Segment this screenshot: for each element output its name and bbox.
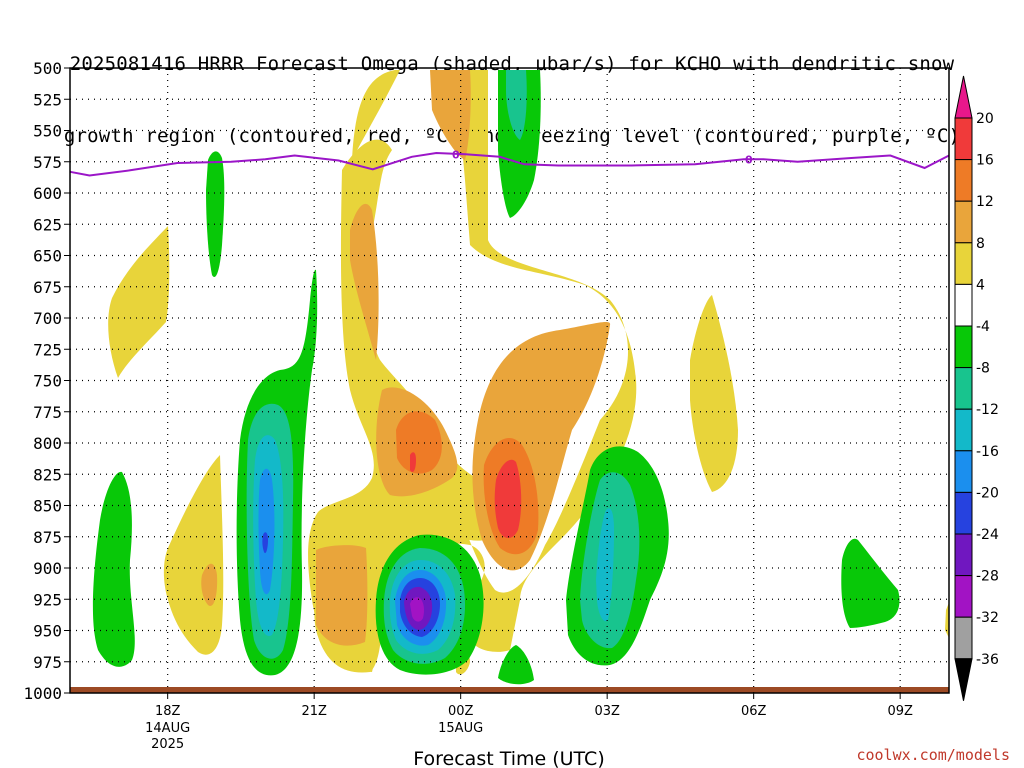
colorbar-bin bbox=[954, 200, 973, 244]
y-tick-label: 575 bbox=[33, 153, 62, 172]
x-tick-label: 21Z bbox=[301, 704, 327, 719]
omega-fill-neg-f-cyan bbox=[596, 508, 614, 622]
colorbar-bin bbox=[954, 117, 973, 161]
x-axis-title: Forecast Time (UTC) bbox=[413, 748, 604, 768]
omega-fill-b bbox=[163, 455, 224, 655]
omega-fill-red-a bbox=[410, 452, 416, 472]
colorbar-bin bbox=[954, 533, 973, 577]
freezing-level-label: 0 bbox=[745, 153, 753, 166]
colorbar-label: 8 bbox=[976, 236, 985, 252]
y-tick-label: 825 bbox=[33, 465, 62, 484]
omega-shading bbox=[70, 70, 949, 693]
omega-fill-neg-c-blue bbox=[258, 468, 275, 595]
y-tick-label: 725 bbox=[33, 340, 62, 359]
colorbar-bin bbox=[954, 325, 973, 369]
colorbar-label: 16 bbox=[976, 153, 994, 169]
y-tick-label: 600 bbox=[33, 184, 62, 203]
omega-fill-neg-h bbox=[841, 538, 900, 628]
omega-fill-neg-a bbox=[206, 151, 225, 277]
colorbar-bin bbox=[954, 575, 973, 618]
y-tick-label: 925 bbox=[33, 590, 62, 609]
colorbar-label: 4 bbox=[976, 277, 985, 293]
y-axis: 500 525 550 575 600 625 650 675 700 725 750 775 800 8… bbox=[23, 59, 70, 703]
x-tick-label: 00Z bbox=[448, 704, 474, 719]
colorbar-bin bbox=[954, 75, 973, 119]
freezing-level-path bbox=[69, 151, 950, 177]
omega-fill-neg-b bbox=[92, 471, 135, 667]
y-tick-label: 525 bbox=[33, 90, 62, 109]
x-tick-label: 09Z bbox=[887, 704, 913, 719]
y-tick-label: 900 bbox=[33, 559, 62, 578]
colorbar-bin bbox=[954, 283, 973, 327]
omega-fill-neg-g bbox=[498, 645, 534, 685]
omega-fill-a bbox=[108, 226, 170, 378]
colorbar-label: 20 bbox=[976, 111, 994, 127]
y-tick-label: 775 bbox=[33, 403, 62, 422]
omega-fill-red-b bbox=[494, 459, 522, 539]
colorbar-label: -32 bbox=[976, 610, 999, 626]
colorbar-label: -36 bbox=[976, 652, 999, 668]
freezing-level-label: 0 bbox=[452, 148, 460, 161]
colorbar-bin bbox=[954, 408, 973, 452]
y-tick-label: 800 bbox=[33, 434, 62, 453]
colorbar: 20 16 12 8 4 -4 -8 -12 -16 -20 -24 -28 -32 -36 bbox=[954, 75, 999, 701]
omega-fill-orange-lower bbox=[316, 545, 368, 646]
omega-fill-neg-d-violet bbox=[410, 597, 424, 622]
colorbar-bin bbox=[954, 450, 973, 493]
colorbar-bin bbox=[954, 159, 973, 202]
omega-fill-neg-e-teal bbox=[506, 70, 527, 140]
colorbar-bin bbox=[954, 491, 973, 535]
y-tick-label: 750 bbox=[33, 372, 62, 391]
x-tick-label: 06Z bbox=[741, 704, 767, 719]
colorbar-bin bbox=[954, 367, 973, 410]
omega-fill-orange-left bbox=[350, 203, 379, 360]
x-tick-sublabel: 14AUG bbox=[145, 721, 190, 736]
grid bbox=[70, 68, 949, 693]
y-tick-label: 500 bbox=[33, 59, 62, 78]
y-tick-label: 975 bbox=[33, 653, 62, 672]
colorbar-bin bbox=[954, 242, 973, 285]
omega-fill-neg-c-darkblue bbox=[262, 532, 268, 554]
title-line-1: 2025081416 HRRR Forecast Omega (shaded, … bbox=[69, 53, 955, 75]
credit-text: coolwx.com/models bbox=[856, 746, 1010, 764]
omega-fill-e bbox=[945, 602, 949, 638]
y-tick-label: 700 bbox=[33, 309, 62, 328]
y-tick-label: 625 bbox=[33, 215, 62, 234]
y-tick-label: 550 bbox=[33, 122, 62, 141]
colorbar-label: -12 bbox=[976, 402, 999, 418]
omega-fill-orange-upper bbox=[430, 70, 471, 160]
colorbar-label: -28 bbox=[976, 569, 999, 585]
colorbar-label: 12 bbox=[976, 194, 994, 210]
colorbar-label: -24 bbox=[976, 527, 999, 543]
colorbar-label: -8 bbox=[976, 361, 990, 377]
colorbar-label: -16 bbox=[976, 444, 999, 460]
y-tick-label: 950 bbox=[33, 622, 62, 641]
y-tick-label: 1000 bbox=[23, 684, 62, 703]
colorbar-bin bbox=[954, 616, 973, 660]
colorbar-label: -20 bbox=[976, 485, 999, 501]
colorbar-bin bbox=[954, 658, 973, 701]
ground-strip bbox=[70, 687, 949, 693]
x-tick-label: 18Z bbox=[155, 704, 181, 719]
y-tick-label: 875 bbox=[33, 528, 62, 547]
omega-fill-c bbox=[690, 295, 738, 492]
y-tick-label: 850 bbox=[33, 497, 62, 516]
x-tick-label: 03Z bbox=[594, 704, 620, 719]
omega-fill-orange-small bbox=[201, 563, 218, 606]
y-tick-label: 675 bbox=[33, 278, 62, 297]
colorbar-label: -4 bbox=[976, 319, 990, 335]
x-tick-sublabel: 15AUG bbox=[438, 721, 483, 736]
y-tick-label: 650 bbox=[33, 247, 62, 266]
x-tick-sublabel: 2025 bbox=[151, 737, 184, 752]
